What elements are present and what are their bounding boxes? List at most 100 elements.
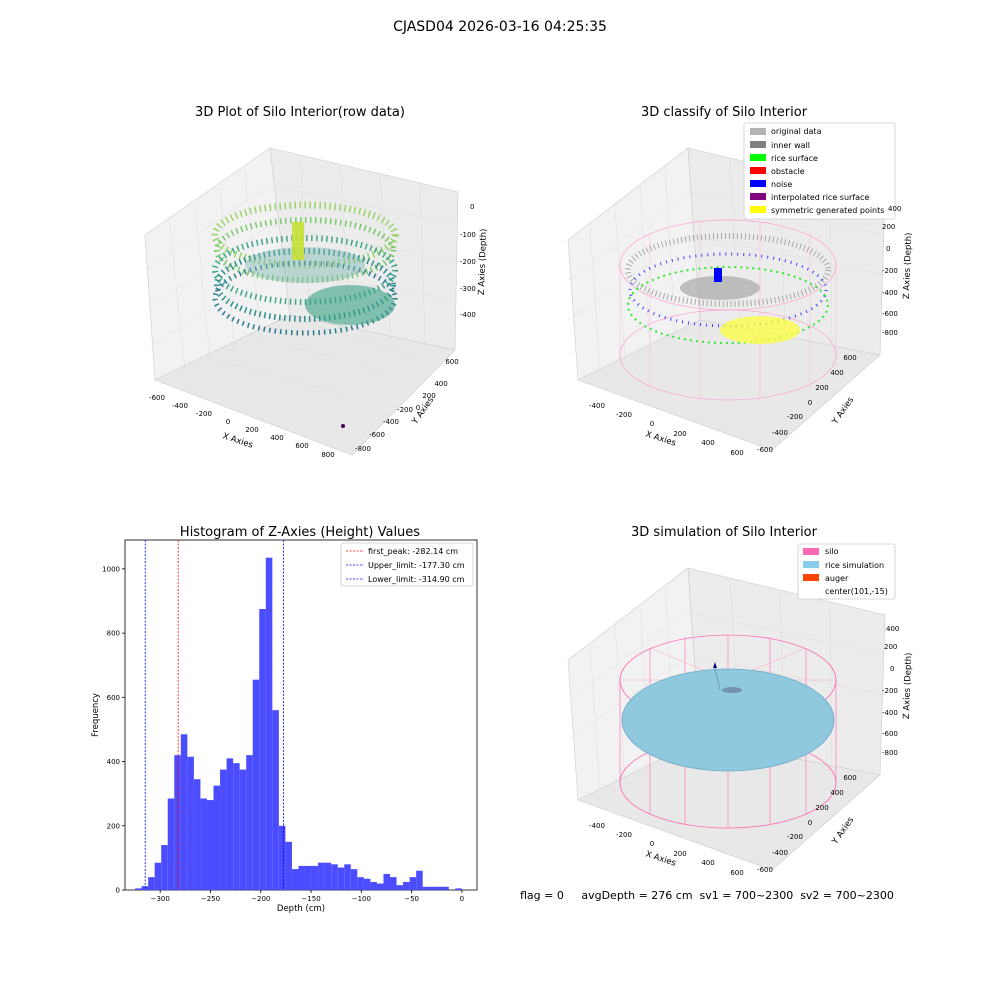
histogram-bar: [305, 865, 312, 890]
classify-z-tick: -800: [882, 329, 898, 337]
legend-swatch-noise: [750, 180, 766, 187]
histogram-bar: [239, 769, 247, 890]
classify-legend: original data inner wall rice surface ob…: [743, 122, 896, 220]
classify-y-tick: -200: [787, 413, 803, 421]
classify-y-tick: 400: [830, 369, 843, 377]
rice-simulation-surface: [621, 668, 835, 772]
simulation-y-tick: -200: [787, 833, 803, 841]
raw-z-tick: 0: [470, 203, 474, 211]
simulation-x-tick: -400: [589, 822, 605, 830]
histogram-bar: [416, 870, 423, 890]
histogram-bar: [403, 881, 410, 890]
legend-label-upper-limit: Upper_limit: -177.30 cm: [368, 561, 465, 570]
classify-z-tick: -600: [882, 310, 898, 318]
classify-z-tick: 400: [888, 205, 901, 213]
panel-raw-title: 3D Plot of Silo Interior(row data): [195, 105, 405, 120]
histogram-bar: [435, 886, 443, 890]
histogram-bar: [442, 886, 449, 890]
simulation-x-tick: -200: [616, 831, 632, 839]
simulation-y-label: Y Axies: [830, 815, 857, 847]
simulation-y-tick: 0: [808, 819, 812, 827]
raw-y-tick: -800: [355, 445, 371, 453]
histogram-bar: [422, 886, 430, 890]
legend-swatch-inner-wall: [750, 141, 766, 148]
panel-simulation: 3D simulation of Silo Interior silo rice…: [567, 525, 914, 877]
histogram-bar: [213, 785, 221, 890]
simulation-x-tick: 400: [701, 859, 714, 867]
simulation-z-tick-labels: 400 200 0 -200 -400 -600 -800: [882, 625, 899, 757]
histogram-bars: [135, 557, 462, 890]
histogram-bar: [396, 885, 404, 890]
histogram-bar: [167, 798, 175, 890]
histogram-bar: [324, 862, 332, 890]
histogram-y-tick-label: 400: [107, 758, 120, 766]
raw-y-tick-labels: 600 400 200 0 -200 -400 -600 -800: [355, 358, 459, 453]
histogram-bar: [161, 845, 168, 890]
histogram-bar: [331, 864, 338, 890]
histogram-x-tick-label: −250: [201, 895, 220, 903]
histogram-x-ticks: −300 −250 −200 −150 −100 −50 0: [151, 890, 464, 903]
simulation-y-tick: 600: [843, 774, 856, 782]
classify-x-tick: -200: [616, 411, 632, 419]
simulation-y-tick: -600: [757, 866, 773, 874]
raw-z-tick: -100: [460, 231, 476, 239]
histogram-y-tick-label: 800: [107, 630, 120, 638]
raw-y-tick: -400: [383, 418, 399, 426]
classify-y-tick: -600: [757, 446, 773, 454]
figure-title: CJASD04 2026-03-16 04:25:35: [393, 19, 607, 35]
classify-x-tick: 200: [673, 430, 686, 438]
histogram-bar: [363, 878, 371, 890]
classify-z-tick: 0: [886, 245, 890, 253]
simulation-z-tick: 400: [886, 625, 899, 633]
histogram-bar: [252, 679, 260, 890]
classify-x-tick-labels: -400 -200 0 200 400 600: [589, 402, 744, 457]
histogram-y-tick-label: 200: [107, 822, 120, 830]
raw-y-tick: -600: [369, 431, 385, 439]
simulation-z-tick: -800: [882, 749, 898, 757]
histogram-bar: [135, 888, 142, 890]
raw-x-tick: 200: [245, 426, 258, 434]
simulation-y-tick-labels: 600 400 200 0 -200 -400 -600: [757, 774, 857, 874]
classify-x-tick: 400: [701, 439, 714, 447]
histogram-bar: [148, 877, 155, 890]
legend-label-center: center(101,-15): [825, 587, 888, 596]
histogram-x-tick-label: −150: [301, 895, 320, 903]
legend-label-obstacle: obstacle: [771, 167, 805, 176]
histogram-bar: [180, 734, 188, 890]
simulation-z-tick: 200: [884, 643, 897, 651]
histogram-bar: [318, 862, 325, 890]
histogram-bar: [344, 864, 351, 890]
classify-y-tick: 600: [843, 354, 856, 362]
histogram-bar: [174, 755, 181, 890]
histogram-bar: [226, 758, 234, 890]
classify-z-tick: -400: [882, 289, 898, 297]
legend-label-rice-simulation: rice simulation: [825, 561, 884, 570]
raw-3d-axes-box: [144, 147, 459, 456]
histogram-bar: [193, 779, 201, 890]
raw-x-tick: -400: [172, 402, 188, 410]
histogram-bar: [246, 755, 253, 890]
histogram-bar: [259, 609, 266, 890]
raw-x-tick: -200: [196, 410, 212, 418]
classify-point-cloud: [619, 219, 837, 401]
raw-y-tick: -200: [397, 406, 413, 414]
histogram-bar: [337, 867, 345, 890]
raw-x-tick: -600: [149, 394, 165, 402]
legend-swatch-symmetric: [750, 206, 766, 213]
histogram-bar: [154, 862, 162, 890]
classify-y-tick: 200: [815, 384, 828, 392]
histogram-bar: [298, 865, 306, 890]
raw-x-tick: 400: [270, 434, 283, 442]
histogram-bar: [350, 869, 358, 890]
legend-swatch-original-data: [750, 128, 766, 135]
simulation-x-tick: 200: [673, 850, 686, 858]
simulation-y-tick: -400: [772, 849, 788, 857]
classify-y-label: Y Axies: [830, 395, 857, 427]
simulation-z-tick: -600: [882, 730, 898, 738]
histogram-y-tick-label: 1000: [102, 565, 120, 573]
classify-y-tick: 0: [808, 399, 812, 407]
raw-z-tick: -300: [460, 285, 476, 293]
simulation-legend: silo rice simulation auger center(101,-1…: [797, 543, 896, 600]
classify-x-tick: 0: [650, 420, 654, 428]
histogram-x-label: Depth (cm): [277, 904, 325, 914]
